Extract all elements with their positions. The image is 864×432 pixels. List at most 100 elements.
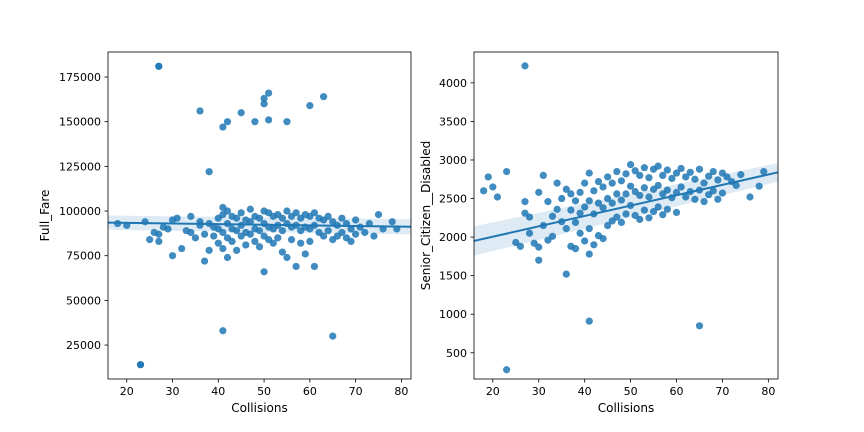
scatter-point [576, 229, 584, 237]
scatter-point [374, 211, 383, 219]
scatter-point [677, 164, 685, 173]
scatter-point [251, 118, 259, 126]
scatter-point [562, 225, 570, 233]
y-tick-label: 2000 [439, 231, 467, 244]
scatter-point [732, 181, 740, 190]
scatter-point [388, 218, 396, 226]
scatter-point [196, 221, 204, 229]
scatter-point [581, 179, 589, 187]
scatter-point [682, 173, 690, 181]
chart-right: 20 30 40 50 60 70 80 500 1000 1500 2000 2500 3000 35… [419, 51, 779, 415]
x-axis-ticks-right: 20 30 40 50 60 70 80 [486, 379, 775, 398]
confidence-band [474, 163, 778, 256]
scatter-point [581, 203, 589, 211]
y-tick-label: 25000 [66, 339, 101, 352]
scatter-point [155, 237, 163, 246]
scatter-point [223, 253, 232, 262]
scatter-point [714, 176, 722, 184]
scatter-point [329, 332, 337, 340]
scatter-point [649, 208, 658, 216]
y-tick-label: 50000 [66, 294, 101, 307]
scatter-point [205, 246, 213, 254]
scatter-point [659, 171, 667, 179]
scatter-point [187, 228, 195, 237]
scatter-point [599, 235, 607, 243]
scatter-point [604, 194, 612, 203]
scatter-point [155, 230, 163, 238]
scatter-point [535, 256, 543, 264]
scatter-point [723, 173, 731, 181]
scatter-point [571, 245, 580, 253]
scatter-point [594, 199, 603, 207]
scatter-point [576, 188, 584, 196]
x-tick-label: 80 [394, 385, 408, 398]
scatter-point [319, 93, 328, 101]
scatter-point [594, 177, 603, 186]
x-axis-ticks-left: 20 30 40 50 60 70 80 [120, 379, 408, 398]
scatter-point [590, 241, 598, 249]
scatter-point [278, 248, 286, 256]
y-tick-label: 4000 [439, 77, 467, 90]
scatter-point [251, 237, 259, 246]
scatter-point [604, 173, 612, 181]
scatter-point [677, 183, 685, 191]
x-tick-label: 70 [715, 385, 729, 398]
scatter-point [553, 205, 561, 213]
y-tick-label: 2500 [439, 193, 467, 206]
scatter-point [255, 243, 264, 251]
scatter-point [535, 243, 543, 251]
regression-line [473, 171, 779, 242]
scatter-point [585, 169, 593, 177]
y-tick-label: 75000 [66, 250, 101, 263]
y-tick-label: 125000 [59, 160, 101, 173]
scatter-point [585, 317, 593, 325]
scatter-point [223, 118, 232, 126]
scatter-point [196, 107, 204, 115]
scatter-point [168, 252, 177, 260]
scatter-point [755, 182, 763, 190]
scatter-point [338, 228, 346, 237]
scatter-point [187, 212, 195, 220]
scatter-point [613, 213, 621, 221]
scatter-point [283, 118, 291, 126]
scatter-point [484, 173, 492, 181]
scatter-point [292, 209, 300, 217]
scatter-point [709, 187, 717, 195]
y-axis-ticks-left: 25000 50000 75000 100000 125000 150000 175000 [59, 71, 108, 352]
scatter-point [617, 218, 626, 227]
scatter-point [567, 206, 575, 214]
scatter-point [219, 327, 227, 335]
scatter-point [324, 227, 332, 235]
y-tick-label: 1500 [439, 270, 467, 283]
regression-line-left [107, 221, 412, 228]
scatter-point [324, 212, 332, 220]
scatter-point [283, 253, 291, 262]
scatter-point [489, 183, 497, 191]
scatter-point [631, 167, 639, 175]
scatter-point [654, 203, 662, 211]
scatter-point [622, 170, 630, 178]
scatter-point [205, 168, 213, 176]
scatter-point [297, 239, 305, 247]
x-tick-label: 60 [670, 385, 684, 398]
scatter-point [347, 237, 355, 246]
x-tick-label: 20 [120, 385, 134, 398]
scatter-point [548, 212, 557, 220]
scatter-point [636, 215, 644, 223]
x-tick-label: 50 [257, 385, 271, 398]
scatter-point [219, 244, 227, 253]
scatter-point [544, 198, 552, 206]
scatter-point [682, 193, 690, 201]
scatter-point [700, 198, 708, 206]
scatter-point [585, 250, 593, 258]
scatter-point [626, 182, 635, 190]
scatter-point [246, 205, 254, 213]
scatter-point [255, 227, 264, 235]
scatter-point [672, 208, 681, 217]
scatter-point [173, 214, 181, 222]
x-tick-label: 40 [578, 385, 592, 398]
scatter-point [714, 195, 722, 203]
scatter-point [617, 177, 626, 185]
y-tick-label: 3000 [439, 154, 467, 167]
